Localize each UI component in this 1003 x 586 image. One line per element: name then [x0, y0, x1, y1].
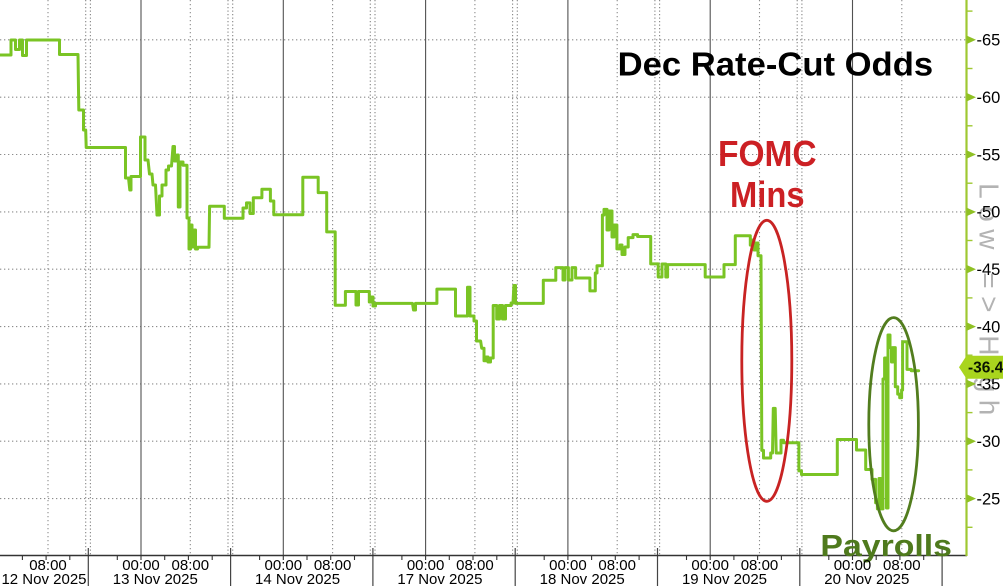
svg-text:12 Nov 2025: 12 Nov 2025: [1, 571, 86, 586]
svg-text:00:00: 00:00: [549, 557, 587, 574]
svg-text:08:00: 08:00: [314, 557, 352, 574]
svg-text:18 Nov 2025: 18 Nov 2025: [540, 571, 625, 586]
svg-text:20 Nov 2025: 20 Nov 2025: [824, 571, 909, 586]
svg-text:08:00: 08:00: [29, 557, 67, 574]
svg-text:14 Nov 2025: 14 Nov 2025: [255, 571, 340, 586]
svg-text:-60: -60: [977, 89, 1001, 107]
svg-text:Mins: Mins: [730, 174, 805, 215]
svg-text:00:00: 00:00: [122, 557, 160, 574]
svg-text:08:00: 08:00: [598, 557, 636, 574]
svg-text:-45: -45: [977, 261, 1001, 279]
svg-text:00:00: 00:00: [691, 557, 729, 574]
svg-text:-35: -35: [977, 376, 1001, 394]
svg-text:08:00: 08:00: [883, 557, 921, 574]
svg-text:00:00: 00:00: [407, 557, 445, 574]
svg-text:Low => High: Low => High: [974, 183, 1003, 423]
svg-text:00:00: 00:00: [265, 557, 303, 574]
svg-text:13 Nov 2025: 13 Nov 2025: [113, 571, 198, 586]
svg-text:-50: -50: [977, 204, 1001, 222]
svg-text:08:00: 08:00: [172, 557, 210, 574]
svg-text:-36.4: -36.4: [968, 360, 1003, 377]
svg-text:-30: -30: [977, 433, 1001, 451]
svg-text:08:00: 08:00: [741, 557, 779, 574]
svg-text:08:00: 08:00: [456, 557, 494, 574]
svg-text:-65: -65: [977, 32, 1001, 50]
svg-text:Payrolls: Payrolls: [820, 528, 952, 563]
svg-text:19 Nov 2025: 19 Nov 2025: [682, 571, 767, 586]
svg-text:Dec Rate-Cut Odds: Dec Rate-Cut Odds: [618, 47, 933, 84]
svg-text:-55: -55: [977, 146, 1001, 164]
svg-text:-40: -40: [977, 318, 1001, 336]
svg-text:17 Nov 2025: 17 Nov 2025: [397, 571, 482, 586]
svg-text:00:00: 00:00: [834, 557, 872, 574]
svg-text:-25: -25: [977, 490, 1001, 508]
svg-text:FOMC: FOMC: [718, 133, 817, 174]
